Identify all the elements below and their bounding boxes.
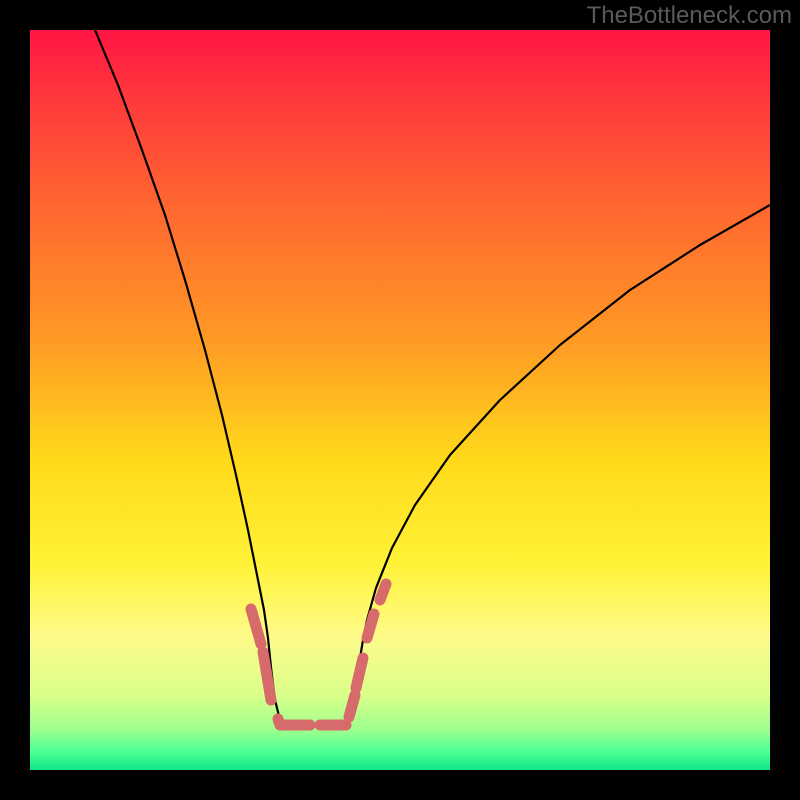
highlight-segment-8 — [380, 584, 386, 600]
highlight-segment-7 — [367, 614, 374, 638]
highlight-segment-5 — [349, 695, 355, 717]
chart-svg — [0, 0, 800, 800]
bottleneck-curve — [95, 30, 770, 725]
highlight-segment-0 — [251, 609, 261, 644]
highlight-segment-6 — [356, 658, 363, 688]
